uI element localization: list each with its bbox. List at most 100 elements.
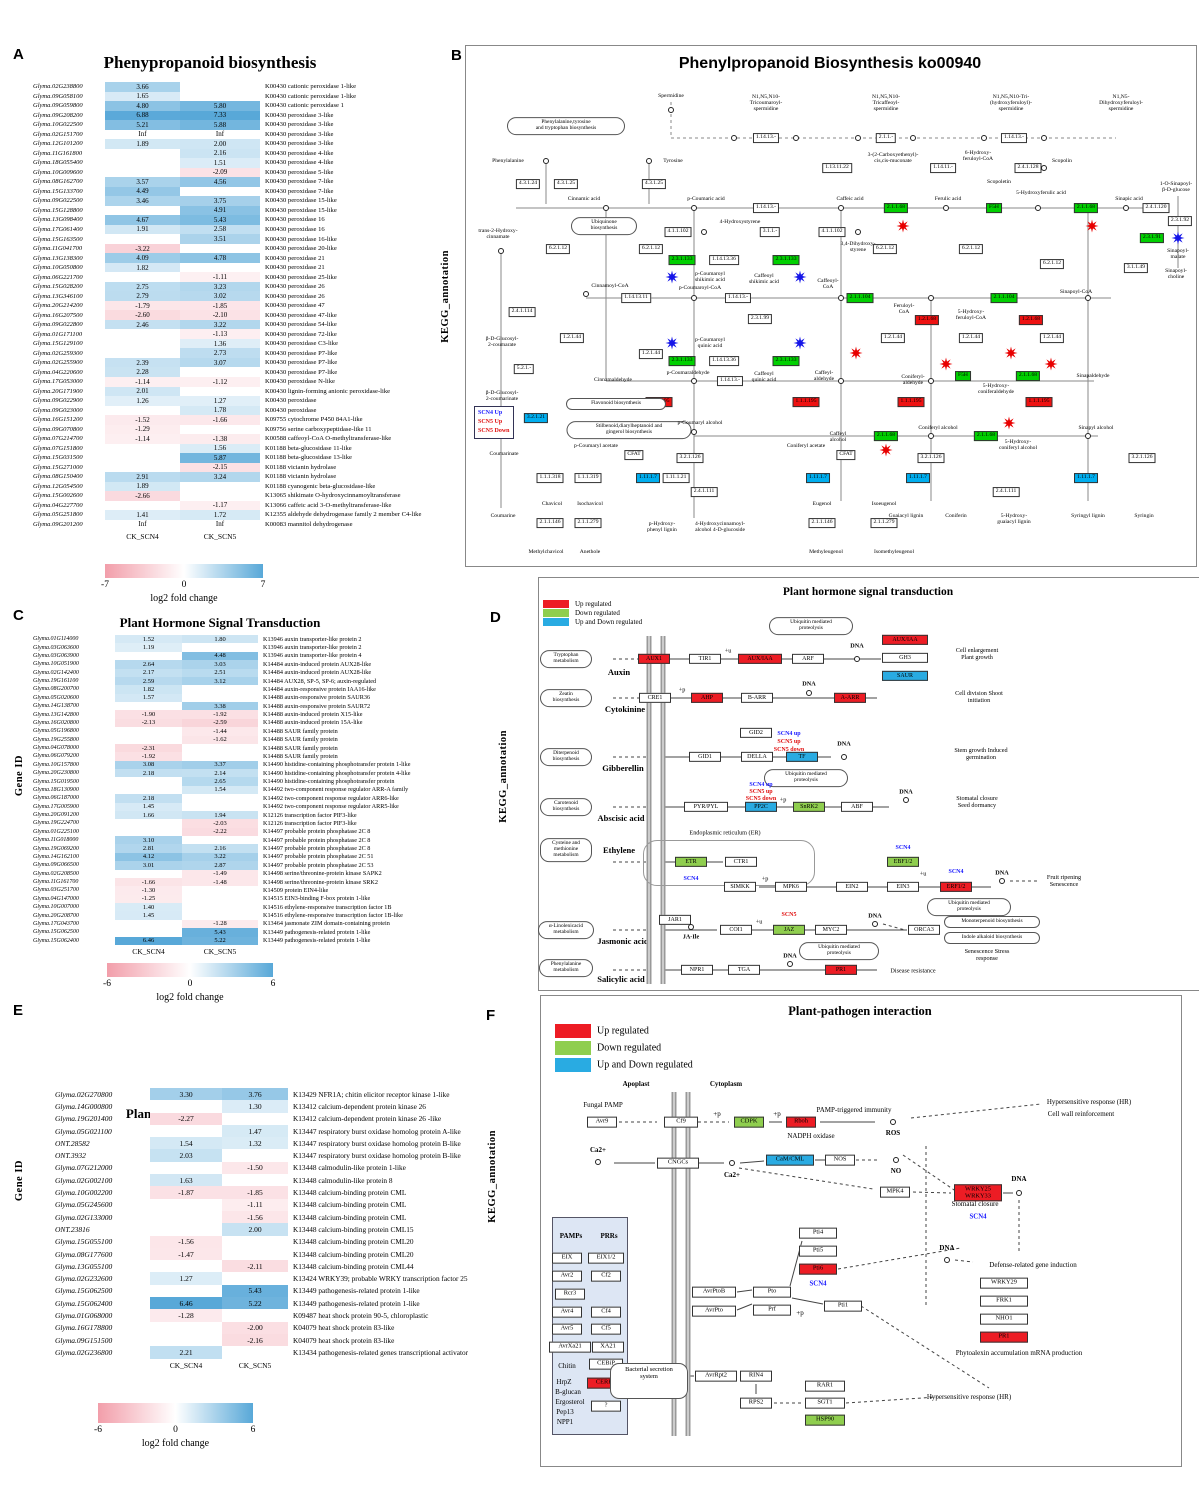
gene-id: Glyma.02G236800 [55, 1347, 113, 1357]
compound-circle [1016, 1190, 1022, 1196]
table-row: Glyma.15G062500 5.43 K13449 pathogenesis-r… [33, 928, 410, 937]
table-row: Glyma.02G255900 2.39 3.07 K00430 peroxidase… [33, 357, 421, 368]
compound-label: Phenylalanine [492, 157, 524, 164]
kegg-annotation: K00430 peroxidase [265, 397, 317, 405]
enzyme-box-upregulated: 2.1.1.68 [973, 431, 999, 441]
compound-label: Eugenol [812, 500, 832, 507]
enzyme-box: XA21 [592, 1341, 624, 1353]
legend-swatch [543, 600, 569, 608]
table-row: Glyma.02G238800 3.66 K00430 cationic perox… [33, 82, 421, 92]
kegg-annotation: K13946 auxin transporter-like protein 2 [263, 635, 362, 643]
heatmap-cell-scn5: 5.43 [180, 215, 260, 225]
heatmap-cell-scn4: 2.46 [105, 319, 180, 330]
table-row: Glyma.10G022500 5.21 5.88 K00430 peroxidase… [33, 120, 421, 130]
heatmap-cell-scn5: -1.38 [180, 434, 260, 444]
enzyme-box-downregulated-red: Rboh [786, 1116, 816, 1128]
kegg-annotation: K14488 auxin-responsive protein SAUR36 [263, 694, 371, 702]
table-row: Glyma.20G214200 -1.79 -1.85 K00430 peroxida… [33, 300, 421, 311]
gene-id: Glyma.05G245600 [55, 1200, 113, 1210]
compound-label: Feruloyl- CoA [893, 302, 915, 315]
kegg-annotation: K12126 transcription factor PIF3-like [263, 819, 357, 827]
compound-circle [691, 378, 697, 384]
diagram-text: DNA [1011, 1174, 1027, 1183]
heatmap-cell-scn4: 2.18 [115, 794, 182, 803]
enzyme-box: EIN3 [887, 881, 919, 893]
heatmap-cell-scn5: -1.50 [222, 1161, 288, 1175]
enzyme-box: 2.1.1.146 [808, 518, 836, 528]
hormone-label: Salicylic acid [597, 974, 645, 985]
heatmap-cell-scn5: 2.58 [180, 224, 260, 235]
gene-id: ONT.3932 [55, 1151, 86, 1161]
enzyme-box: 2.4.1.120 [1142, 203, 1170, 213]
compound-label: β-D-Glucosyl- 2-coumarinate [485, 389, 519, 402]
enzyme-box: 3.2.1.126 [676, 453, 704, 463]
heatmap-cell-scn4: 3.01 [115, 861, 182, 870]
heatmap-cell-scn4: -1.87 [150, 1186, 222, 1199]
gene-id: Glyma.19G201400 [55, 1114, 113, 1124]
legend-label: Up and Down regulated [575, 618, 643, 626]
table-row: Glyma.10G157800 3.08 3.37 K14490 histidine-… [33, 760, 410, 769]
heatmap-cell-scn5: -1.13 [180, 329, 260, 339]
enzyme-box: 2.4.1.111 [690, 487, 718, 497]
diagram-text: +u [724, 647, 732, 655]
gene-id: Glyma.18G130900 [33, 786, 79, 793]
heatmap-cell-scn5: 3.76 [222, 1088, 288, 1101]
table-row: Glyma.16G178800 -2.00 K04079 heat shock pr… [55, 1321, 468, 1334]
table-row: Glyma.15G019500 2.65 K14490 histidine-cont… [33, 777, 410, 786]
enzyme-box: EIN2 [836, 881, 868, 893]
heatmap-cell-scn4: -1.92 [115, 752, 182, 761]
heatmap-cell-scn5: -2.11 [222, 1260, 288, 1273]
compound-label: Scopolin [1052, 157, 1072, 164]
heatmap-cell-scn4: 1.82 [115, 685, 182, 694]
table-row: Glyma.15G128800 4.91 K00430 peroxidase 15-… [33, 205, 421, 216]
kegg-annotation: K14488 auxin-induced protein X15-like [263, 711, 363, 719]
table-row: Glyma.10G009600 -2.09 K00430 peroxidase 5-… [33, 167, 421, 178]
gene-id: Glyma.08G162700 [33, 178, 83, 186]
gene-id: Glyma.14G162100 [33, 853, 79, 860]
table-row: Glyma.08G177600 -1.47 K13448 calcium-bindi… [55, 1247, 468, 1261]
kegg-annotation: K14488 SAUR family protein [263, 736, 338, 744]
colorbar-e: -6 0 6 log2 fold change [94, 1403, 255, 1449]
compound-label: Cinnamic acid [567, 195, 601, 202]
gene-id: Glyma.02G133000 [55, 1212, 113, 1222]
heatmap-cell-scn4 [105, 348, 180, 358]
heatmap-cell-scn4 [105, 338, 180, 349]
kegg-annotation: K14484 auxin-induced protein AUX28-like [263, 660, 372, 668]
kegg-annotation: K00430 peroxidase 3-like [265, 121, 334, 129]
compound-circle [910, 135, 916, 141]
diagram-text: DNA [995, 869, 1009, 877]
gene-id: Glyma.02G238800 [33, 83, 83, 91]
compound-circle [646, 158, 652, 164]
heatmap-cell-scn5: -1.56 [222, 1210, 288, 1224]
diagram-text: Pep13 [556, 1407, 574, 1416]
heatmap-cell-scn4 [150, 1321, 222, 1334]
heatmap-cell-scn5: Inf [180, 519, 260, 530]
heatmap-cell-scn4: -1.47 [150, 1247, 222, 1261]
heatmap-cell-scn5 [180, 367, 260, 377]
gene-id: Glyma.02G151700 [33, 130, 83, 138]
pathway-reference: Zeatin biosynthesis [540, 689, 592, 707]
table-row: Glyma.17G043700 -1.28 K13464 jasmonate ZIM… [33, 919, 410, 929]
diagram-text: +p [796, 1308, 804, 1317]
compound-label: Coumarine [490, 512, 516, 519]
table-row: Glyma.02G236800 2.21 K13434 pathogenesis-r… [55, 1346, 468, 1359]
enzyme-box: 3.2.1.126 [1128, 453, 1156, 463]
table-row: Glyma.08G200700 1.82 K14484 auxin-responsi… [33, 685, 410, 694]
heatmap-cell-scn5: 3.75 [180, 196, 260, 206]
gene-id: Glyma.03G251700 [33, 887, 79, 894]
heatmap-cell-scn5: 1.30 [222, 1100, 288, 1113]
compound-label: Scopoletin [987, 178, 1011, 185]
diagram-text: Ergosterol [555, 1397, 585, 1406]
heatmap-cell-scn4: 1.19 [115, 643, 182, 652]
enzyme-box: Pti4 [799, 1227, 837, 1239]
table-row: Glyma.15G028200 2.75 3.23 K00430 peroxidase… [33, 281, 421, 292]
kegg-annotation: K00430 peroxidase 26 [265, 283, 325, 291]
kegg-annotation: K00430 peroxidase P7-like [265, 349, 338, 357]
heatmap-cell-scn4 [115, 777, 182, 786]
compound-label: Guaiacyl lignin [888, 512, 924, 519]
enzyme-box: 6.2.1.12 [958, 244, 984, 254]
gene-id: Glyma.01G171100 [33, 330, 83, 338]
compound-circle [854, 656, 860, 662]
kegg-annotation: K00430 cationic peroxidase 1-like [265, 92, 357, 100]
table-row: Glyma.08G150400 2.91 3.24 K01188 vicianin h… [33, 472, 421, 482]
